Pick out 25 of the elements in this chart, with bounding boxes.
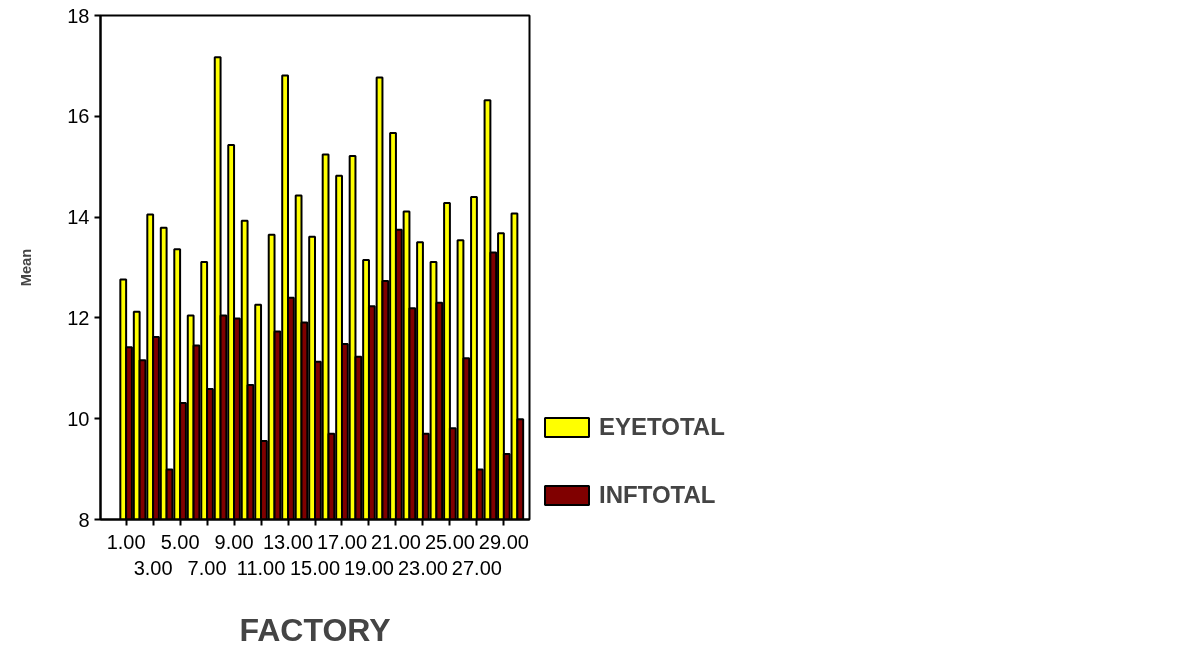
y-tick-label: 14	[67, 206, 90, 229]
x-tick-label: 9.00	[214, 530, 254, 553]
legend-label: EYETOTAL	[599, 413, 725, 441]
x-axis-title: FACTORY	[239, 611, 391, 648]
x-tick-label: 21.00	[370, 530, 421, 553]
y-tick-label: 16	[67, 105, 90, 128]
x-tick-label: 13.00	[262, 530, 314, 553]
x-tick-label: 11.00	[236, 556, 286, 579]
x-tick-label: 23.00	[397, 556, 448, 579]
y-tick-label: 10	[67, 407, 90, 430]
x-tick-label: 19.00	[343, 556, 394, 579]
y-axis-title: Mean	[18, 248, 35, 287]
x-tick-label: 25.00	[424, 530, 475, 553]
x-tick-label: 17.00	[316, 530, 368, 553]
x-tick-label: 15.00	[289, 556, 341, 579]
x-tick-label: 7.00	[187, 556, 227, 579]
y-tick-label: 12	[67, 306, 90, 329]
x-tick-label: 3.00	[133, 556, 173, 579]
y-tick-label: 18	[67, 4, 90, 27]
legend-label: INFTOTAL	[599, 481, 716, 509]
y-tick-label: 8	[78, 508, 90, 531]
x-tick-label: 5.00	[160, 530, 200, 553]
x-tick-label: 1.00	[106, 530, 146, 553]
x-tick-label: 27.00	[451, 556, 502, 579]
x-tick-label: 29.00	[478, 530, 529, 553]
